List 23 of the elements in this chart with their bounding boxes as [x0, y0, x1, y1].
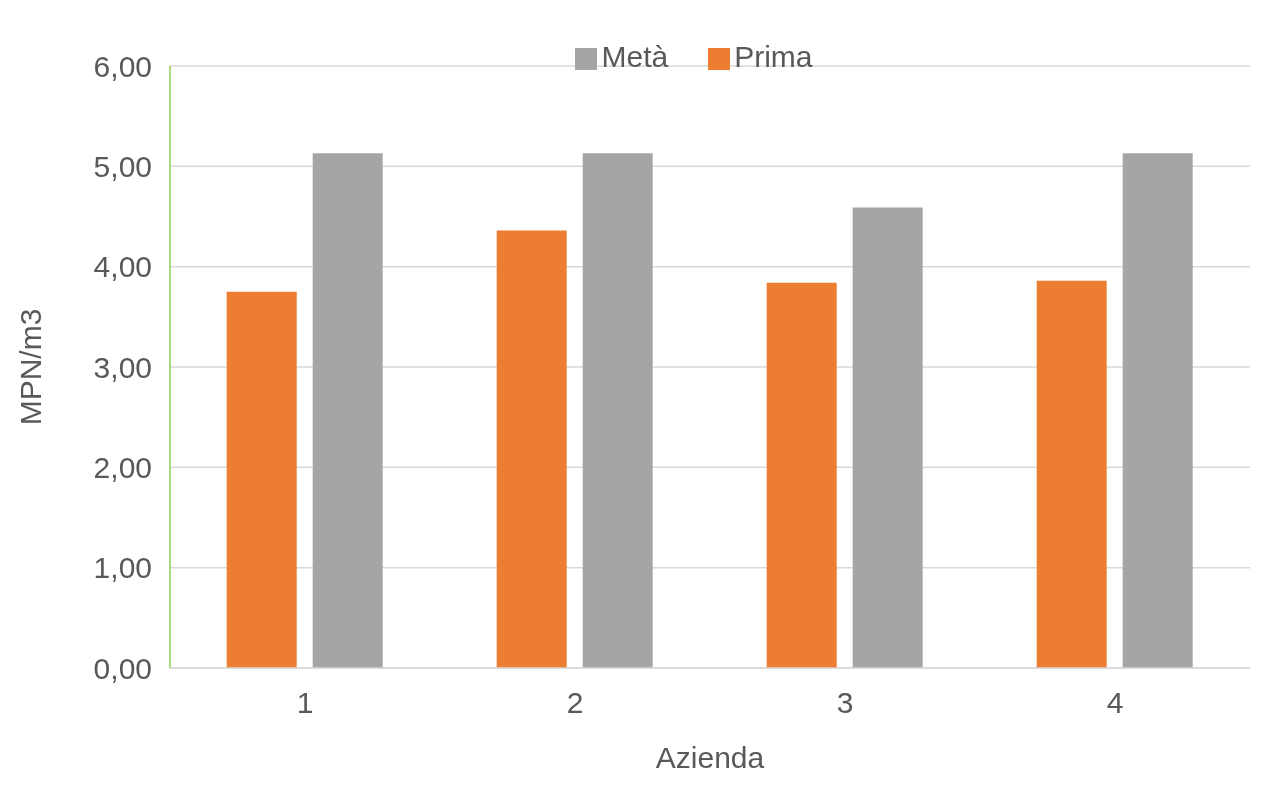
bar — [766, 282, 837, 668]
bar — [1122, 153, 1193, 668]
y-tick-label: 0,00 — [93, 651, 152, 685]
y-axis-title: MPN/m3 — [13, 308, 47, 426]
bar — [312, 153, 383, 668]
x-tick-label: 1 — [296, 686, 314, 720]
y-tick-label: 1,00 — [93, 551, 152, 585]
x-tick-label: 3 — [836, 686, 854, 720]
legend-label: Prima — [734, 40, 813, 73]
x-tick-label: 2 — [566, 686, 584, 720]
bar — [1036, 280, 1107, 668]
y-tick-label: 6,00 — [93, 49, 152, 83]
x-tick-label: 4 — [1106, 686, 1124, 720]
y-tick-label: 3,00 — [93, 350, 152, 384]
bar — [852, 207, 923, 668]
legend-label: Metà — [601, 40, 669, 73]
bar — [582, 153, 653, 668]
y-tick-label: 5,00 — [93, 149, 152, 183]
y-tick-label: 4,00 — [93, 250, 152, 284]
bar — [226, 291, 297, 668]
x-axis-title: Azienda — [655, 741, 765, 774]
bar — [496, 230, 567, 668]
y-tick-label: 2,00 — [93, 450, 152, 484]
